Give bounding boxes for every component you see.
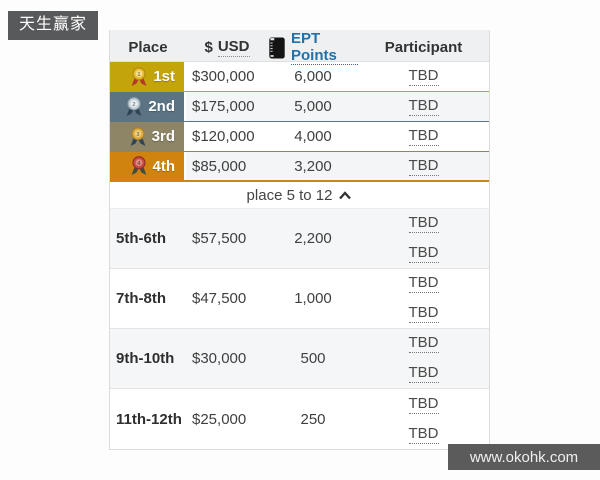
usd-value: $300,000 xyxy=(192,68,255,85)
place-cell-3rd: 3 3rd xyxy=(110,122,186,151)
usd-value: $85,000 xyxy=(192,157,247,175)
participant-value: TBD xyxy=(408,97,439,116)
header-place: Place xyxy=(110,39,186,56)
place-label: 11th-12th xyxy=(116,410,182,428)
participants-cell: TBD TBD xyxy=(358,329,489,388)
participant-value: TBD xyxy=(408,363,439,383)
silver-medal-icon: 2 xyxy=(126,96,142,116)
table-row: 7th-8th $47,500 1,000 TBD TBD xyxy=(110,269,489,329)
header-participant-label: Participant xyxy=(384,39,463,56)
usd-value: $30,000 xyxy=(192,350,247,367)
place-label: 3rd xyxy=(151,128,175,145)
ept-points-value: 3,200 xyxy=(294,157,332,175)
usd-value: $57,500 xyxy=(192,230,247,247)
header-ept: EPT Points xyxy=(268,30,358,65)
place-cell-2nd: 2 2nd xyxy=(110,92,186,121)
participant-value: TBD xyxy=(408,243,439,263)
ept-points-value: 1,000 xyxy=(294,290,332,307)
svg-text:3: 3 xyxy=(136,131,139,137)
participant-value: TBD xyxy=(408,127,439,146)
ept-points-value: 2,200 xyxy=(294,230,332,247)
gold-medal-icon: 1 xyxy=(131,66,147,86)
place-range-label: place 5 to 12 xyxy=(246,186,333,204)
table-row: 3 3rd $120,000 4,000 TBD xyxy=(110,122,489,152)
svg-text:4: 4 xyxy=(137,161,141,167)
ept-points-link[interactable]: EPT Points xyxy=(291,30,358,65)
participants-cell: TBD TBD xyxy=(358,269,489,328)
participant-value: TBD xyxy=(408,424,439,444)
ept-points-value: 5,000 xyxy=(294,98,332,115)
place-label: 2nd xyxy=(148,98,175,115)
table-row: 4 4th $85,000 3,200 TBD xyxy=(110,152,489,182)
ept-points-value: 250 xyxy=(300,410,326,428)
place-cell-4th: 4 4th xyxy=(110,152,186,180)
ept-points-value: 4,000 xyxy=(294,128,332,145)
chevron-up-icon xyxy=(339,190,352,199)
participant-value: TBD xyxy=(408,67,439,86)
participant-value: TBD xyxy=(408,274,439,294)
participants-cell: TBD TBD xyxy=(358,389,489,449)
header-usd-label: USD xyxy=(217,38,250,57)
watermark: www.okohk.com xyxy=(448,444,600,470)
table-header: Place $ USD EPT Points Particip xyxy=(110,30,489,65)
usd-value: $47,500 xyxy=(192,290,247,307)
header-usd: $ USD xyxy=(186,38,268,57)
place-label: 4th xyxy=(152,157,176,175)
table-row: 9th-10th $30,000 500 TBD TBD xyxy=(110,329,489,389)
place-label: 9th-10th xyxy=(116,350,175,367)
svg-text:1: 1 xyxy=(138,71,142,77)
ept-points-value: 6,000 xyxy=(294,68,332,85)
participant-value: TBD xyxy=(408,334,439,354)
usd-symbol: $ xyxy=(204,39,213,56)
participants-cell: TBD TBD xyxy=(358,209,489,268)
payout-table: Place $ USD EPT Points Particip xyxy=(109,30,490,450)
participant-value: TBD xyxy=(408,156,439,176)
place-range-toggle[interactable]: place 5 to 12 xyxy=(110,182,489,209)
place-label: 1st xyxy=(153,68,175,85)
ept-points-value: 500 xyxy=(300,350,326,367)
watermark-text: www.okohk.com xyxy=(469,448,579,466)
participant-value: TBD xyxy=(408,214,439,234)
svg-text:2: 2 xyxy=(133,101,136,107)
table-row: 5th-6th $57,500 2,200 TBD TBD xyxy=(110,209,489,269)
place-cell-1st: 1 1st xyxy=(110,62,186,91)
table-row: 2 2nd $175,000 5,000 TBD xyxy=(110,92,489,122)
table-row: 11th-12th $25,000 250 TBD TBD xyxy=(110,389,489,449)
table-row: 1 1st $300,000 6,000 TBD xyxy=(110,62,489,92)
place-label: 5th-6th xyxy=(116,230,166,247)
usd-value: $25,000 xyxy=(192,410,247,428)
bronze-medal-icon: 3 xyxy=(130,126,146,146)
place-label: 7th-8th xyxy=(116,290,166,307)
red-medal-icon: 4 xyxy=(131,156,146,175)
participant-value: TBD xyxy=(408,394,439,414)
header-place-label: Place xyxy=(128,39,168,56)
ept-points-icon xyxy=(269,37,285,58)
usd-value: $120,000 xyxy=(192,128,255,145)
participant-value: TBD xyxy=(408,303,439,323)
corner-badge: 天生赢家 xyxy=(8,11,99,40)
usd-value: $175,000 xyxy=(192,98,255,115)
header-participant: Participant xyxy=(358,39,489,56)
